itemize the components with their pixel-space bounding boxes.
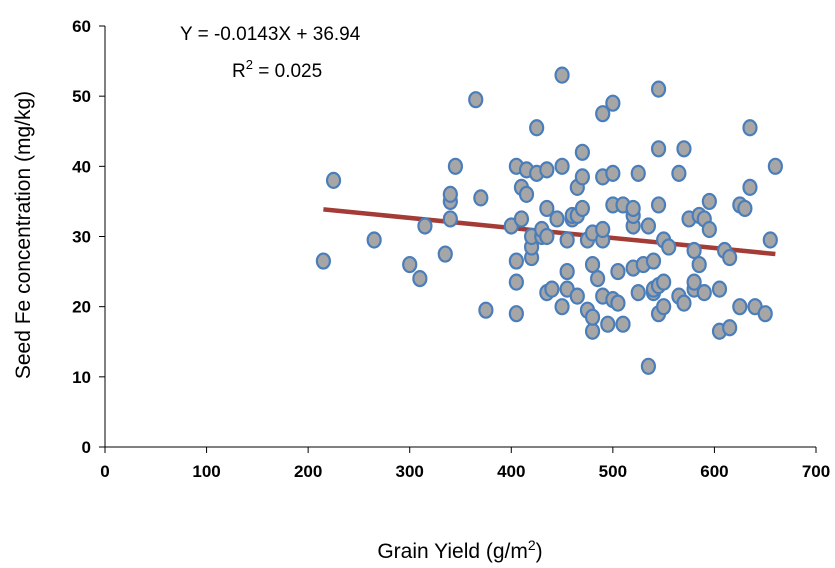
data-point xyxy=(584,308,601,326)
data-point xyxy=(595,105,611,123)
data-point xyxy=(742,119,758,137)
x-tick-label: 500 xyxy=(599,462,627,481)
data-point xyxy=(605,164,621,182)
r-squared-label: R2 = 0.025 xyxy=(232,57,322,82)
y-tick-label: 30 xyxy=(72,228,91,247)
x-tick-label: 600 xyxy=(700,462,728,481)
x-tick-label: 700 xyxy=(802,462,830,481)
data-point xyxy=(508,305,524,323)
x-tick-label: 200 xyxy=(294,462,322,481)
data-point xyxy=(447,157,464,175)
data-point xyxy=(325,171,342,189)
data-point xyxy=(584,322,601,340)
data-point xyxy=(686,241,702,260)
data-point xyxy=(574,143,590,161)
y-tick-label: 20 xyxy=(72,298,91,317)
data-point xyxy=(473,189,489,207)
data-point xyxy=(412,270,428,288)
data-point xyxy=(676,140,692,158)
data-point xyxy=(569,287,585,305)
x-tick-label: 300 xyxy=(396,462,424,481)
data-point xyxy=(656,298,672,316)
data-point xyxy=(650,80,667,98)
data-point xyxy=(722,248,738,267)
data-point xyxy=(574,168,590,186)
data-point xyxy=(671,164,687,182)
data-point xyxy=(554,298,570,316)
data-point xyxy=(686,273,702,291)
data-point xyxy=(661,238,677,256)
data-point xyxy=(549,210,565,228)
data-point xyxy=(554,66,570,84)
data-point xyxy=(645,252,662,270)
x-tick-label: 100 xyxy=(192,462,220,481)
data-point xyxy=(590,270,606,288)
y-tick-label: 0 xyxy=(82,438,91,457)
x-axis-title: Grain Yield (g/m2) xyxy=(377,537,542,563)
data-point xyxy=(625,199,641,218)
data-point xyxy=(508,252,524,270)
data-point xyxy=(742,178,758,196)
y-ticks: 0 10 20 30 40 50 60 xyxy=(72,17,105,457)
data-point xyxy=(574,199,590,218)
y-axis-title: Seed Fe concentration (mg/kg) xyxy=(12,91,35,379)
data-point xyxy=(518,185,535,203)
data-point xyxy=(762,231,778,249)
data-point xyxy=(437,245,453,263)
data-point xyxy=(767,157,783,175)
data-point xyxy=(696,284,712,302)
data-point xyxy=(610,262,626,281)
data-point xyxy=(513,210,530,228)
data-point xyxy=(559,262,575,281)
data-point xyxy=(468,91,484,109)
data-point xyxy=(366,231,382,249)
data-point xyxy=(539,227,555,246)
data-point xyxy=(640,357,657,375)
x-tick-label: 400 xyxy=(497,462,525,481)
data-point xyxy=(315,252,331,270)
data-point xyxy=(605,94,621,112)
data-point xyxy=(610,294,626,312)
data-point xyxy=(544,280,560,298)
data-point xyxy=(554,157,570,175)
data-point xyxy=(630,164,646,182)
data-points xyxy=(315,66,783,375)
x-ticks: 0 100 200 300 400 500 600 700 xyxy=(100,447,830,481)
equation-label: Y = -0.0143X + 36.94 xyxy=(180,24,361,45)
y-tick-label: 40 xyxy=(72,157,91,176)
data-point xyxy=(656,273,672,291)
data-point xyxy=(539,199,555,218)
x-tick-label: 0 xyxy=(100,462,109,481)
data-point xyxy=(539,161,555,179)
data-point xyxy=(417,217,433,235)
data-point xyxy=(722,319,738,337)
data-point xyxy=(737,199,753,218)
data-point xyxy=(595,220,611,239)
data-point xyxy=(600,315,616,333)
data-point xyxy=(529,119,545,137)
data-point xyxy=(701,220,717,239)
data-point xyxy=(508,273,524,291)
y-tick-label: 10 xyxy=(72,368,91,387)
data-point xyxy=(402,255,418,274)
data-point xyxy=(584,255,601,274)
data-point xyxy=(640,217,657,235)
data-point xyxy=(442,185,458,203)
data-point xyxy=(711,280,728,298)
data-point xyxy=(676,294,692,312)
data-point xyxy=(732,298,748,316)
y-tick-label: 60 xyxy=(72,17,91,36)
data-point xyxy=(650,196,667,214)
data-point xyxy=(478,301,494,319)
data-point xyxy=(691,255,707,274)
data-point xyxy=(615,315,631,333)
data-point xyxy=(559,231,575,249)
data-point xyxy=(650,140,667,158)
data-point xyxy=(442,210,458,228)
data-point xyxy=(630,284,646,302)
data-point xyxy=(701,192,717,211)
data-point xyxy=(757,305,773,323)
y-tick-label: 50 xyxy=(72,87,91,106)
